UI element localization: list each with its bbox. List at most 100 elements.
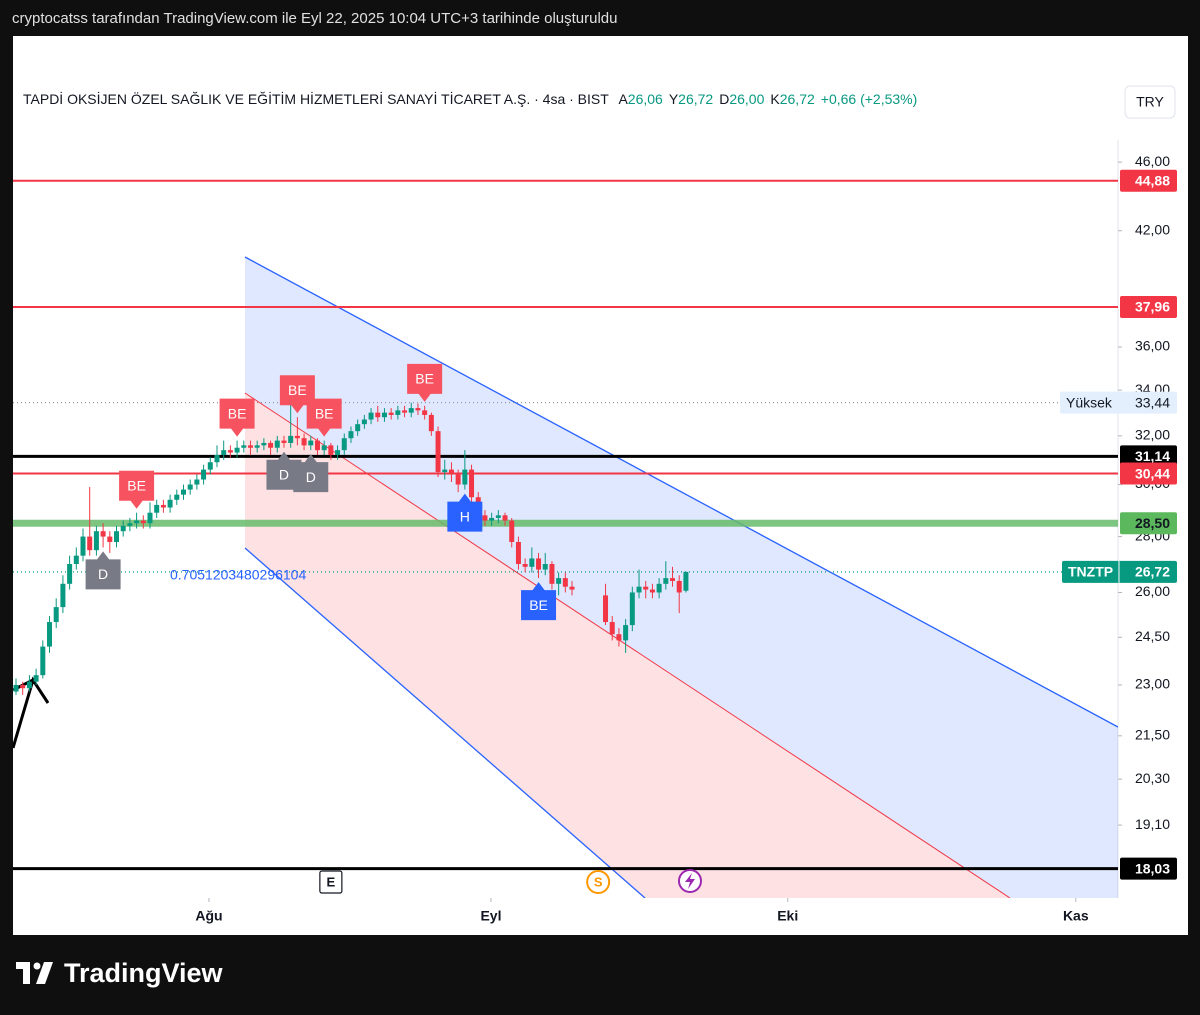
marker-label: D <box>306 469 316 485</box>
candle-body <box>160 504 166 508</box>
signal-marker: BE <box>119 470 155 509</box>
signal-marker: D <box>266 451 302 490</box>
event-label: E <box>327 874 336 889</box>
plot <box>13 179 1118 871</box>
candle-body <box>636 586 642 593</box>
candle-body <box>127 523 133 526</box>
candle-body <box>174 494 180 500</box>
y-tick-label: 26,00 <box>1135 583 1170 599</box>
candle-body <box>515 541 521 565</box>
price-tag-label: 28,50 <box>1135 515 1170 531</box>
candle-body <box>207 462 213 470</box>
candle-body <box>120 525 126 532</box>
brand: TradingView <box>64 958 224 988</box>
marker-label: D <box>279 466 289 482</box>
candle-body <box>676 580 682 593</box>
candle-body <box>180 489 186 495</box>
signal-marker: BE <box>306 398 342 437</box>
candle-body <box>381 412 387 418</box>
candle-body <box>294 435 300 439</box>
candle-body <box>93 531 99 551</box>
marker-shape <box>266 451 302 490</box>
candle-body <box>462 469 468 485</box>
currency-button[interactable] <box>1124 85 1176 119</box>
candle-body <box>134 520 140 524</box>
candle-body <box>448 469 454 475</box>
candle-body <box>482 515 488 521</box>
candle-body <box>314 440 320 451</box>
candle-body <box>341 438 347 451</box>
marker-shape <box>407 363 443 402</box>
candle-body <box>321 445 327 451</box>
marker-shape <box>119 470 155 509</box>
marker-shape <box>306 398 342 437</box>
candle-body <box>247 445 253 448</box>
candle-body <box>361 419 367 425</box>
candle-body <box>53 607 59 623</box>
signal-marker: BE <box>521 582 557 621</box>
legend-value: 26,06 <box>627 91 663 107</box>
candle-body <box>495 515 501 518</box>
y-tick-label: 46,00 <box>1135 153 1170 169</box>
event-icon <box>678 869 702 893</box>
candle-body <box>301 438 307 446</box>
event-shape <box>319 870 343 894</box>
candle-body <box>221 450 227 455</box>
candle-body <box>308 440 314 446</box>
channel-mid-line <box>244 392 1011 898</box>
legend-key: K <box>770 91 780 107</box>
candle-body <box>13 684 19 692</box>
candle-body <box>388 412 394 415</box>
candle-body <box>154 504 160 513</box>
candle-body <box>348 431 354 439</box>
candle-body <box>395 410 401 415</box>
candle-body <box>603 595 609 623</box>
price-tag-label: 33,44 <box>1135 394 1170 410</box>
candle-body <box>442 469 448 473</box>
candle-body <box>167 499 173 508</box>
candle-body <box>375 412 381 418</box>
marker-shape <box>447 493 483 532</box>
x-tick-label: Eki <box>777 908 798 924</box>
y-tick-label: 19,10 <box>1135 816 1170 832</box>
candle-body <box>268 442 274 448</box>
candle-body <box>100 531 106 537</box>
price-tag-label: 26,72 <box>1135 564 1170 580</box>
price-tag-label: 37,96 <box>1135 299 1170 315</box>
candle-body <box>47 622 53 647</box>
marker-label: BE <box>529 597 548 613</box>
candle-body <box>415 408 421 411</box>
y-tick-label: 42,00 <box>1135 221 1170 237</box>
candle-body <box>428 414 434 432</box>
candle-body <box>670 578 676 581</box>
candle-body <box>87 536 93 551</box>
candle-body <box>522 564 528 567</box>
candle-body <box>616 634 622 641</box>
candle-body <box>469 469 475 498</box>
marker-shape <box>279 375 315 414</box>
candle-body <box>623 625 629 641</box>
candle-body <box>281 440 287 443</box>
brand-logo <box>16 962 53 984</box>
candle-body <box>663 578 669 584</box>
channel-line <box>244 256 1118 728</box>
marker-shape <box>219 398 255 437</box>
candle-body <box>455 474 461 485</box>
event-label: S <box>594 874 603 889</box>
candle-body <box>355 424 361 432</box>
price-tag-name: TNZTP <box>1068 564 1113 580</box>
candle-body <box>201 469 207 480</box>
price-tag-label: 30,44 <box>1135 465 1170 481</box>
y-tick-label: 21,50 <box>1135 727 1170 743</box>
y-tick-label: 24,50 <box>1135 628 1170 644</box>
candle-body <box>113 531 119 542</box>
ohlc: A26,06 Y26,72 D26,00 K26,72 +0,66 (+2,53%) <box>612 91 917 107</box>
event-marker: E <box>319 870 343 894</box>
legend-key: A <box>618 91 628 107</box>
candle-body <box>529 558 535 567</box>
currency[interactable]: TRY <box>1136 94 1164 110</box>
legend-value: 26,00 <box>729 91 765 107</box>
marker-label: D <box>98 566 108 582</box>
candle-body <box>435 431 441 473</box>
